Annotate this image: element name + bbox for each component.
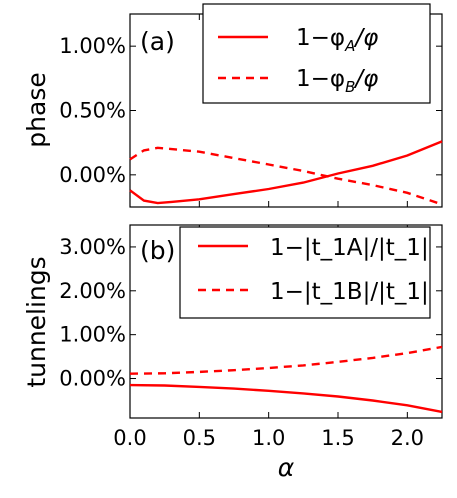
legend-entry-t1b: 1−|t_1B|/|t_1| (270, 279, 429, 305)
legend-entry-phi-b-main: 1−φ (296, 66, 345, 92)
legend-entry-phi-a-main: 1−φ (296, 25, 345, 51)
panel-b-x-tick-label: 1.5 (321, 426, 354, 450)
panel-b-x-tick-label: 0.0 (113, 426, 146, 450)
panel-b-legend: 1−|t_1A|/|t_1| 1−|t_1B|/|t_1| (179, 226, 431, 319)
panel-a-series-solid-line (129, 140, 443, 205)
panel-b-series (129, 345, 443, 414)
panel-b-x-tick-label: 1.0 (252, 426, 285, 450)
panel-a-legend-box (202, 3, 431, 104)
x-axis-label: α (278, 453, 295, 482)
panel-b-y-tick-label: 3.00% (59, 235, 126, 259)
panel-a-y-tick-label: 0.50% (59, 99, 126, 123)
panel-b-y-tick-label: 2.00% (59, 279, 126, 303)
panel-a-series-dashed-line (129, 146, 443, 206)
panel-b-legend-box (179, 226, 431, 319)
panel-a-y-tick-label: 1.00% (59, 34, 126, 58)
panel-b-series-solid-line (129, 383, 443, 414)
panel-b-frame (129, 224, 443, 419)
panel-b-y-tick-label: 1.00% (59, 323, 126, 347)
panel-b-y-axis-label: tunnelings (22, 256, 51, 387)
panel-a-series (129, 140, 443, 206)
legend-entry-phi-a-sub: A (344, 37, 355, 55)
legend-entry-phi-b-sub: B (345, 78, 355, 96)
panel-a: 0.00%0.50%1.00% (a) phase 1−φA/φ 1−φB/φ (22, 3, 443, 208)
panel-b-x-tick-label: 2.0 (391, 426, 424, 450)
panel-b-y-tick-label: 0.00% (59, 367, 126, 391)
legend-entry-phi-b-rest: /φ (353, 66, 378, 92)
panel-b: 0.00% 1.00% 2.00% 3.00% 0.0 0.5 1.0 1.5 2.0 (b)… (22, 224, 443, 482)
panel-a-y-tick-label: 0.00% (59, 163, 126, 187)
panel-b-y-ticks: 0.00% 1.00% 2.00% 3.00% (59, 235, 442, 391)
panel-b-x-tick-label: 0.5 (183, 426, 216, 450)
panel-a-y-axis-label: phase (22, 72, 51, 147)
panel-a-label: (a) (140, 27, 175, 56)
legend-entry-phi-a-rest: /φ (353, 25, 378, 51)
panel-b-label: (b) (140, 236, 175, 265)
legend-entry-phi-b: 1−φB/φ (296, 66, 378, 96)
panel-a-y-ticks: 0.00% 0.50% 1.00% (59, 34, 442, 187)
legend-entry-phi-a: 1−φA/φ (296, 25, 378, 55)
panel-b-series-dashed-line (129, 345, 443, 375)
legend-entry-t1a: 1−|t_1A|/|t_1| (270, 235, 429, 261)
panel-b-x-ticks: 0.0 0.5 1.0 1.5 2.0 (113, 225, 424, 450)
panel-a-legend: 1−φA/φ 1−φB/φ (202, 3, 431, 104)
